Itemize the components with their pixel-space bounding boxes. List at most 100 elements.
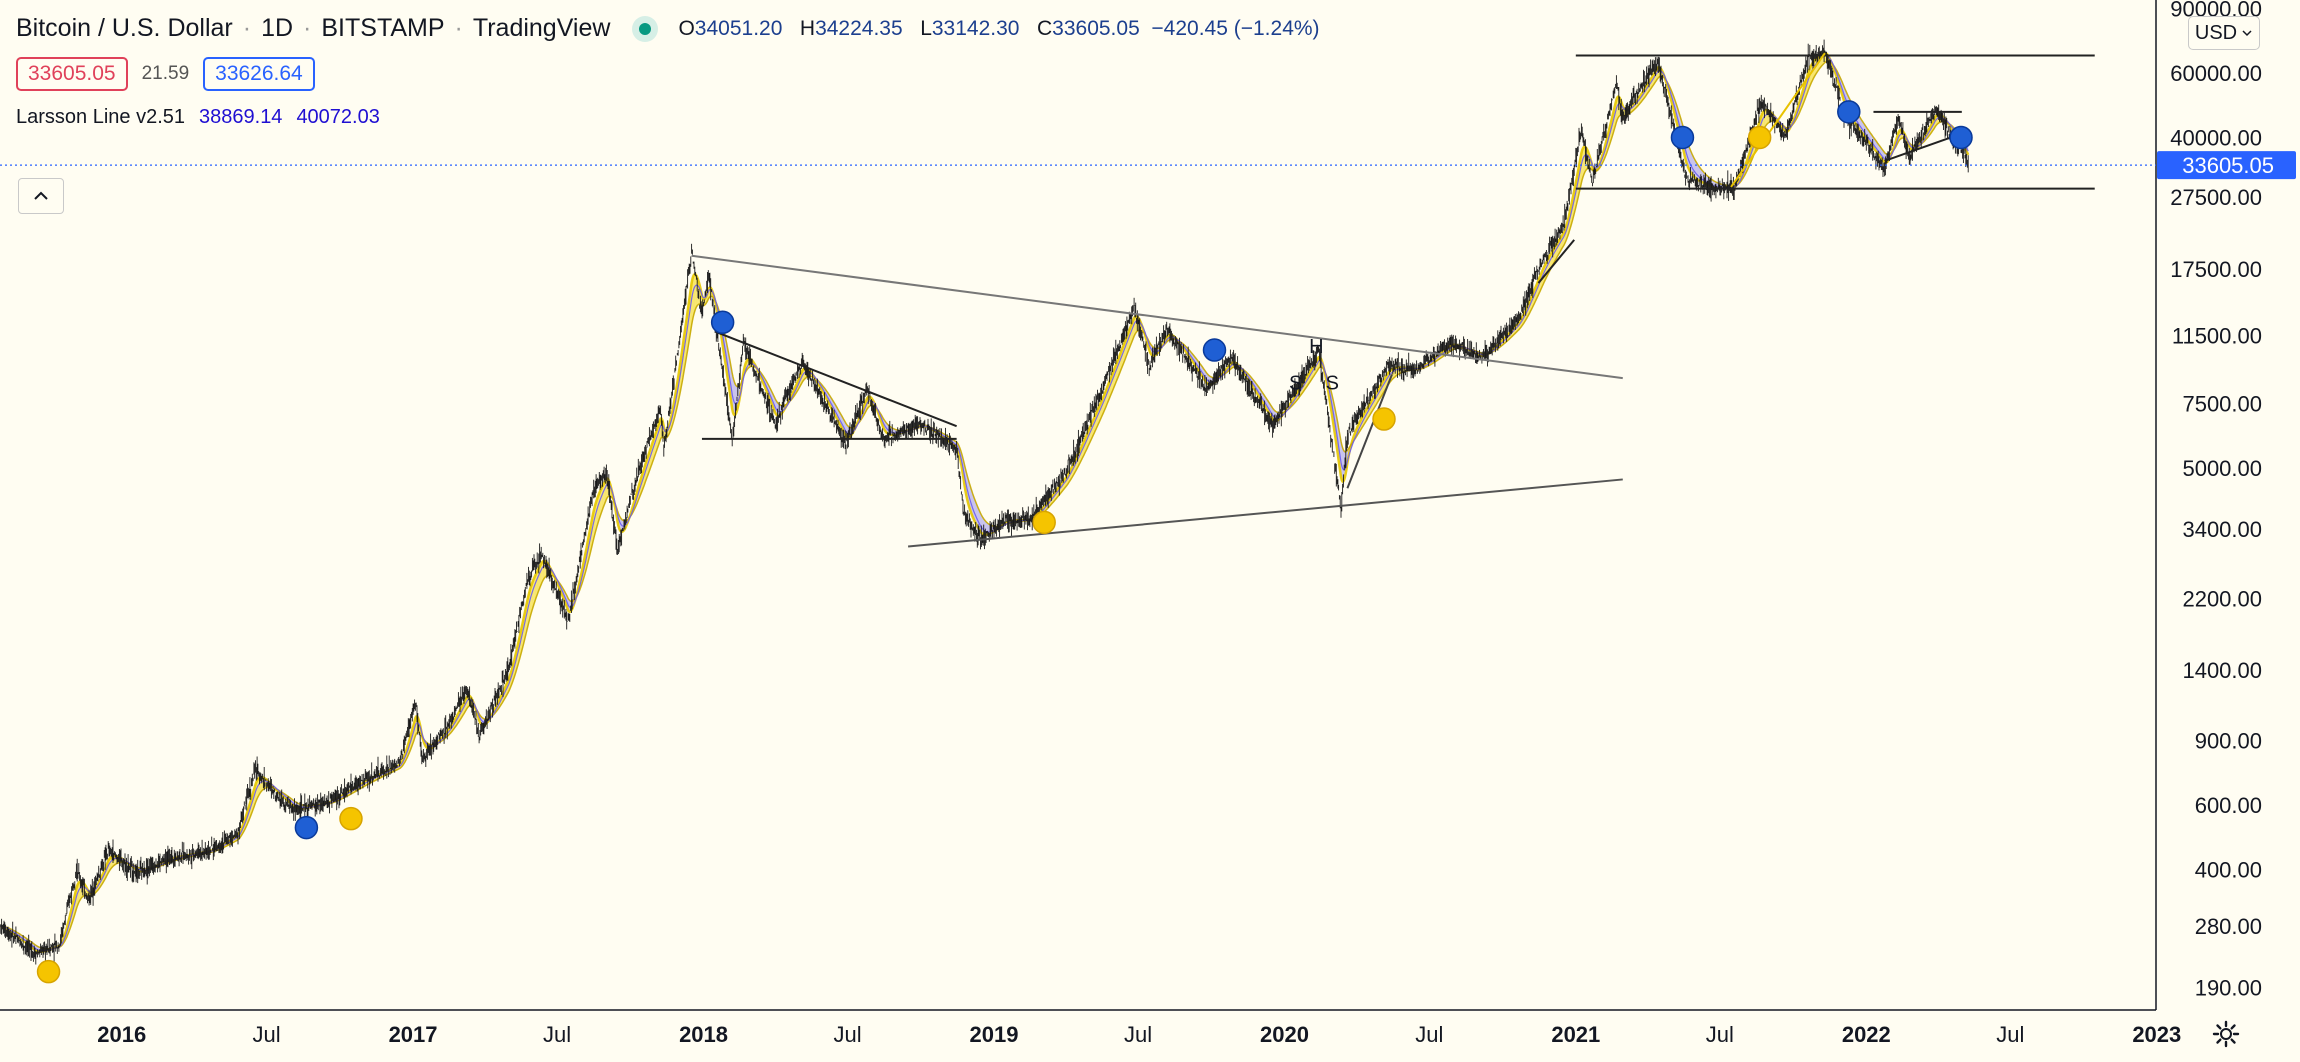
source-label: TradingView — [472, 14, 611, 42]
band-segment — [1687, 141, 1689, 169]
band-segment — [600, 487, 602, 517]
candlestick-series — [0, 39, 1969, 965]
y-tick-label: 60000.00 — [2170, 61, 2262, 86]
change-value: −420.45 (−1.24%) — [1151, 16, 1320, 40]
open-key: O — [678, 16, 695, 40]
x-tick-label: Jul — [1706, 1022, 1734, 1047]
signal-markers — [36, 100, 1973, 984]
chevron-down-icon — [2242, 30, 2252, 37]
trendline — [1730, 52, 1826, 188]
exchange-label: BITSTAMP — [321, 14, 445, 42]
bid-ask-row: 33605.05 21.59 33626.64 — [16, 57, 315, 91]
x-tick-label: Jul — [253, 1022, 281, 1047]
study-value-1: 38869.14 — [199, 106, 283, 128]
chart-settings-button[interactable] — [2210, 1018, 2242, 1050]
yellow-signal-marker — [1747, 125, 1772, 150]
x-tick-label: 2022 — [1842, 1022, 1891, 1047]
blue-signal-marker — [1837, 100, 1861, 124]
study-name[interactable]: Larsson Line v2.51 — [16, 106, 186, 128]
band-segment — [596, 495, 599, 527]
x-tick-label: 2017 — [389, 1022, 438, 1047]
band-segment — [531, 580, 534, 612]
y-tick-label: 5000.00 — [2182, 456, 2262, 481]
trendline — [691, 254, 1623, 380]
y-tick-label: 190.00 — [2195, 976, 2262, 1001]
yellow-signal-marker — [1372, 407, 1396, 431]
x-tick-label: Jul — [1996, 1022, 2024, 1047]
y-tick-label: 3400.00 — [2182, 517, 2262, 542]
y-tick-label: 600.00 — [2195, 793, 2262, 818]
pattern-annotation: S — [1326, 372, 1339, 394]
band-segment — [692, 274, 694, 321]
currency-label: USD — [2194, 21, 2238, 44]
blue-signal-marker — [1202, 338, 1227, 362]
ohlc-values: O34051.20 H34224.35 L33142.30 C33605.05 … — [678, 17, 1319, 41]
x-tick-label: Jul — [834, 1022, 862, 1047]
study-legend[interactable]: Larsson Line v2.51 38869.14 40072.03 — [16, 106, 380, 129]
symbol-legend: Bitcoin / U.S. Dollar · 1D · BITSTAMP · … — [16, 14, 1320, 43]
band-segment — [1341, 444, 1344, 482]
open-value: 34051.20 — [694, 16, 783, 40]
x-tick-label: Jul — [1124, 1022, 1152, 1047]
y-tick-label: 900.00 — [2195, 728, 2262, 753]
band-segment — [77, 881, 80, 905]
separator-dot: · — [303, 14, 312, 42]
yellow-signal-marker — [36, 959, 61, 984]
x-tick-label: 2021 — [1551, 1022, 1600, 1047]
trendline — [907, 478, 1623, 548]
x-tick-label: 2020 — [1260, 1022, 1309, 1047]
yellow-signal-marker — [1032, 510, 1056, 535]
close-key: C — [1036, 16, 1053, 40]
y-tick-label: 27500.00 — [2170, 185, 2262, 210]
collapse-legend-button[interactable] — [18, 178, 64, 214]
x-tick-label: 2019 — [970, 1022, 1019, 1047]
band-segment — [970, 488, 973, 517]
trendlines — [691, 52, 2095, 548]
trendline — [1884, 132, 1963, 162]
low-key: L — [920, 16, 932, 40]
pattern-annotation: S — [1289, 372, 1302, 394]
chevron-up-icon — [34, 191, 48, 200]
blue-signal-marker — [1949, 125, 1973, 150]
y-tick-label: 2200.00 — [2182, 586, 2262, 611]
trendline — [1346, 374, 1393, 489]
pattern-annotation: H — [1309, 336, 1323, 358]
band-segment — [975, 501, 978, 527]
band-segment — [1582, 147, 1584, 180]
band-segment — [109, 856, 112, 871]
close-value: 33605.05 — [1052, 16, 1140, 40]
band-segment — [972, 493, 975, 521]
high-key: H — [799, 16, 816, 40]
band-segment — [601, 484, 604, 512]
y-tick-label: 400.00 — [2195, 857, 2262, 882]
last-price-label: 33605.05 — [2182, 153, 2274, 178]
low-value: 33142.30 — [931, 16, 1020, 40]
market-status-icon[interactable] — [632, 15, 659, 42]
y-tick-label: 1400.00 — [2182, 658, 2262, 683]
y-tick-label: 40000.00 — [2170, 125, 2262, 150]
currency-selector[interactable]: USD — [2188, 16, 2260, 50]
trendline — [1537, 239, 1575, 284]
y-tick-label: 280.00 — [2195, 914, 2262, 939]
band-segment — [598, 491, 601, 522]
band-segment — [533, 576, 535, 607]
blue-signal-marker — [1670, 125, 1695, 150]
high-value: 34224.35 — [815, 16, 903, 40]
buy-price-button[interactable]: 33626.64 — [203, 57, 315, 91]
sell-price-button[interactable]: 33605.05 — [16, 57, 128, 91]
y-tick-label: 11500.00 — [2172, 324, 2262, 349]
x-tick-label: Jul — [543, 1022, 571, 1047]
band-segment — [974, 497, 976, 524]
band-segment — [693, 274, 696, 314]
blue-signal-marker — [294, 815, 319, 840]
last-price-tag — [2157, 151, 2296, 180]
interval-label[interactable]: 1D — [261, 14, 294, 42]
separator-dot: · — [242, 14, 252, 42]
gear-icon — [2212, 1020, 2240, 1048]
y-tick-label: 7500.00 — [2182, 391, 2262, 416]
y-tick-label: 17500.00 — [2170, 257, 2262, 282]
symbol-title[interactable]: Bitcoin / U.S. Dollar — [16, 14, 233, 42]
x-tick-label: 2023 — [2132, 1022, 2181, 1047]
